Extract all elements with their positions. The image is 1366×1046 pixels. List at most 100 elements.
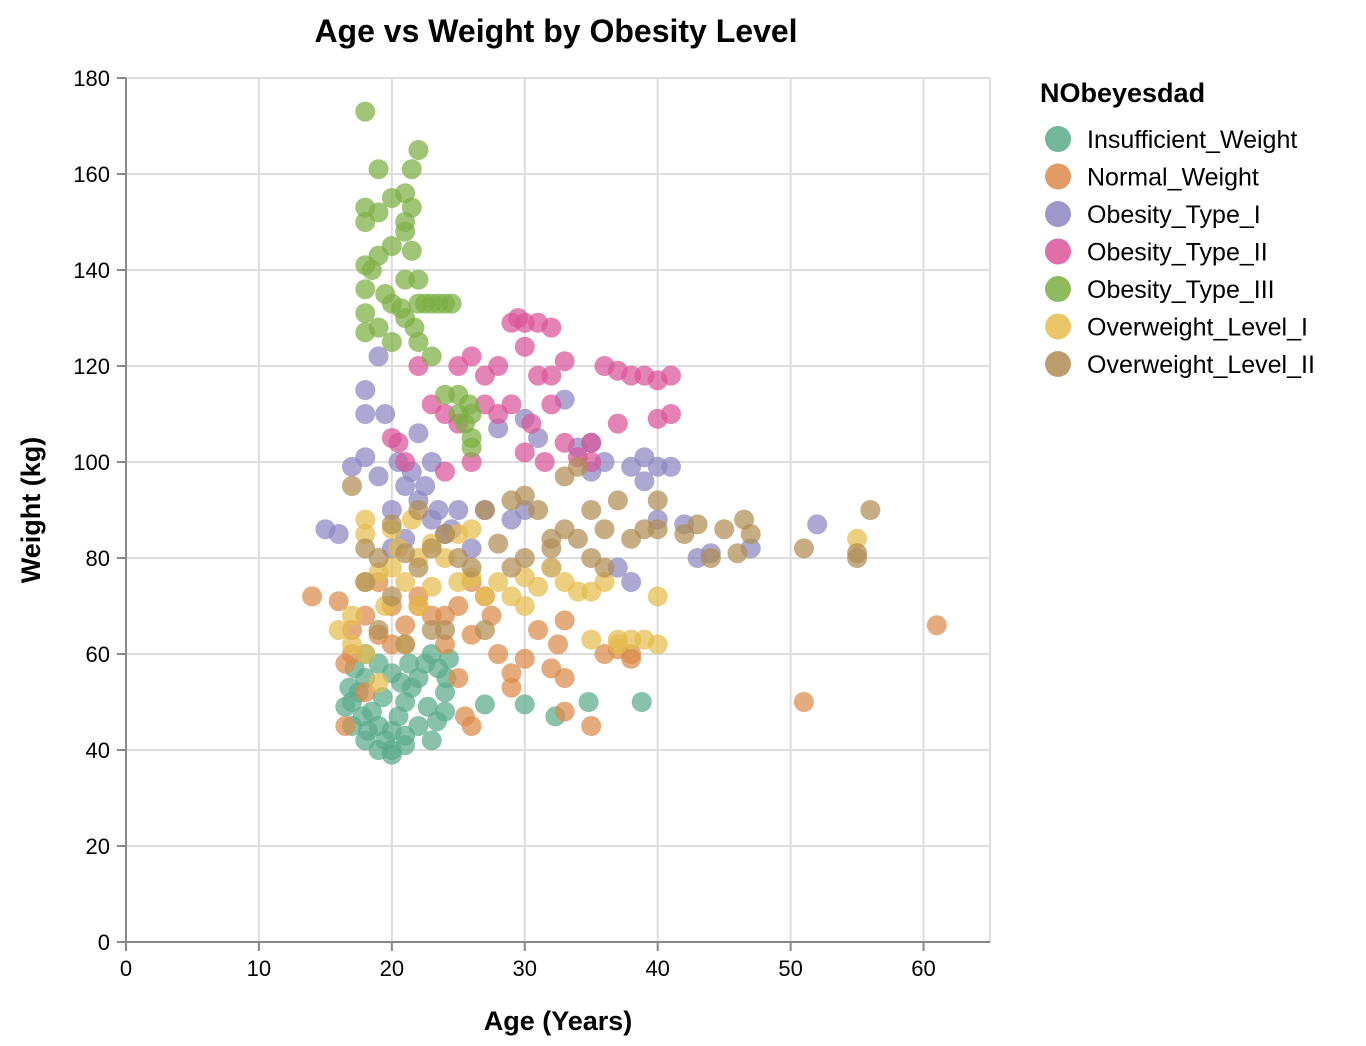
data-point — [357, 720, 378, 741]
data-point — [514, 548, 535, 568]
data-point — [355, 509, 376, 530]
x-tick-label: 20 — [380, 956, 404, 981]
data-point — [461, 452, 482, 472]
data-point — [621, 572, 642, 592]
data-point — [714, 519, 735, 540]
data-point — [461, 346, 482, 367]
data-point — [368, 466, 389, 487]
data-point — [647, 586, 668, 607]
data-point — [395, 634, 416, 655]
data-point — [302, 586, 323, 607]
data-point — [335, 696, 356, 717]
data-point — [435, 634, 456, 655]
data-point — [399, 653, 420, 674]
data-point — [474, 694, 495, 715]
y-tick-label: 100 — [73, 450, 110, 475]
data-point — [700, 548, 721, 568]
data-point — [554, 668, 575, 688]
data-point — [355, 101, 376, 122]
data-point — [401, 240, 422, 261]
data-point — [355, 644, 376, 664]
data-point — [435, 620, 456, 640]
data-point — [488, 533, 509, 554]
data-point — [355, 404, 376, 424]
data-point — [395, 221, 416, 242]
legend-swatch — [1045, 313, 1071, 340]
data-point — [740, 524, 761, 544]
data-point — [488, 644, 509, 664]
x-tick-label: 10 — [247, 956, 271, 981]
data-point — [554, 351, 575, 372]
data-point — [541, 394, 562, 415]
data-point — [660, 365, 681, 386]
data-point — [860, 500, 881, 520]
x-tick-label: 30 — [513, 956, 537, 981]
data-point — [381, 332, 402, 352]
legend-swatch — [1045, 351, 1071, 377]
data-point — [381, 500, 402, 520]
data-point — [581, 629, 602, 650]
data-point — [355, 279, 376, 300]
y-tick-label: 140 — [73, 258, 110, 283]
data-point — [501, 677, 522, 698]
data-point — [415, 476, 436, 496]
data-point — [607, 413, 628, 434]
data-point — [381, 586, 402, 607]
y-tick-label: 160 — [73, 162, 110, 187]
legend-label: Overweight_Level_I — [1087, 314, 1308, 342]
legend-swatch — [1045, 201, 1071, 227]
chart-title: Age vs Weight by Obesity Level — [314, 13, 797, 49]
axes: 0 10 20 30 40 50 60 0 20 40 60 80 100 120 140 160 180 — [73, 66, 990, 981]
data-point — [528, 576, 549, 597]
legend-label: Obesity_Type_III — [1087, 276, 1275, 304]
data-point — [687, 514, 708, 535]
points-layer — [302, 101, 947, 765]
data-point — [501, 663, 522, 684]
data-point — [541, 528, 562, 549]
data-point — [448, 500, 469, 520]
data-point — [488, 572, 509, 592]
legend-swatch — [1045, 276, 1071, 302]
data-point — [341, 605, 362, 626]
data-point — [554, 432, 575, 453]
data-point — [528, 620, 549, 640]
data-point — [847, 543, 868, 564]
data-point — [541, 317, 562, 338]
data-point — [355, 303, 376, 324]
x-tick-label: 60 — [911, 956, 935, 981]
data-point — [401, 197, 422, 218]
y-tick-label: 80 — [86, 546, 110, 571]
y-tick-label: 20 — [86, 834, 110, 859]
legend-item: Obesity_Type_III — [1045, 276, 1275, 304]
y-tick-label: 180 — [73, 66, 110, 91]
data-point — [660, 404, 681, 424]
data-point — [355, 524, 376, 544]
data-point — [514, 596, 535, 616]
data-point — [375, 404, 396, 424]
data-point — [408, 716, 429, 736]
data-point — [647, 490, 668, 511]
legend: NObeyesdad Insufficient_Weight Normal_Wei… — [1040, 78, 1315, 379]
data-point — [594, 519, 615, 540]
data-point — [534, 452, 555, 472]
legend-swatch — [1045, 163, 1071, 190]
data-point — [404, 317, 425, 338]
data-point — [474, 586, 495, 607]
data-point — [435, 605, 456, 626]
data-point — [631, 692, 652, 712]
data-point — [435, 461, 456, 482]
data-point — [594, 557, 615, 578]
data-point — [441, 293, 462, 314]
data-point — [514, 648, 535, 669]
data-point — [581, 716, 602, 736]
data-point — [427, 711, 448, 732]
legend-label: Overweight_Level_II — [1087, 351, 1315, 379]
data-point — [514, 336, 535, 357]
data-point — [391, 672, 412, 693]
data-point — [435, 524, 456, 544]
data-point — [926, 615, 947, 636]
data-point — [607, 490, 628, 511]
data-point — [368, 202, 389, 223]
data-point — [421, 576, 442, 597]
